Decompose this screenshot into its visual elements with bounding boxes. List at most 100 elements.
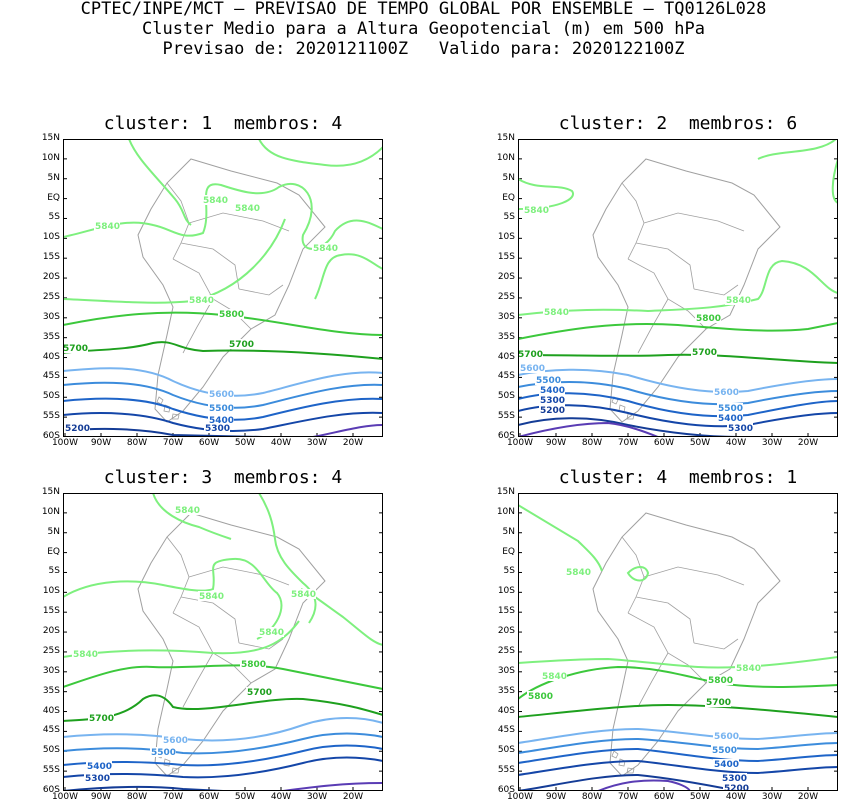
contour-label-bg	[535, 375, 561, 385]
latitude-label: 55S	[497, 411, 515, 422]
contour-label-bg	[713, 759, 739, 769]
country-border	[238, 284, 284, 296]
contour-label-bg	[86, 761, 112, 771]
contour-label-5800: 5800	[696, 314, 721, 324]
contour-label-5300: 5300	[85, 774, 110, 784]
contour-label-5700: 5700	[247, 688, 272, 698]
longitude-label: 100W	[506, 792, 534, 802]
contour-label-bg	[519, 363, 545, 373]
country-border	[643, 566, 745, 586]
contour-label-bg	[539, 395, 565, 405]
longitude-label: 20W	[342, 792, 364, 802]
contour-label-bg	[94, 221, 120, 231]
contour-5300	[63, 756, 383, 779]
latitude-label: 35S	[42, 685, 60, 696]
contour-5840	[314, 253, 383, 300]
contour-label-bg	[312, 243, 338, 253]
country-border	[172, 612, 252, 684]
header-line-3: Previsao de: 2020121100Z Valido para: 20…	[162, 39, 685, 59]
latitude-label: 60S	[42, 431, 60, 441]
contour-label-bg	[198, 591, 224, 601]
country-border	[693, 284, 739, 296]
contour-label-5500: 5500	[712, 746, 737, 756]
latitude-label: EQ	[47, 192, 60, 203]
latitude-label: 20S	[42, 626, 60, 637]
latitude-label: 45S	[497, 371, 515, 382]
contour-label-bg	[691, 347, 717, 357]
contour-label-bg	[208, 415, 234, 425]
latitude-label: 20S	[497, 272, 515, 283]
contour-label-5700: 5700	[229, 340, 254, 350]
longitude-label: 100W	[51, 792, 79, 802]
contour-label-5200: 5200	[724, 784, 749, 791]
country-border	[182, 652, 214, 708]
longitude-label: 80W	[581, 438, 603, 448]
contour-label-5400: 5400	[87, 762, 112, 772]
longitude-label: 100W	[506, 438, 534, 448]
country-border	[238, 638, 284, 650]
latitude-label: 40S	[497, 351, 515, 362]
latitude-label: 15S	[42, 606, 60, 617]
contour-5400	[518, 747, 838, 764]
latitude-label: 5S	[48, 212, 60, 223]
contour-label-bg	[705, 697, 731, 707]
contour-5840	[63, 557, 283, 640]
contour-5840	[518, 504, 603, 572]
contour-5300	[518, 404, 838, 428]
latitude-label: 10N	[496, 506, 515, 517]
latitude-label: EQ	[502, 546, 515, 557]
latitude-label: 50S	[42, 745, 60, 756]
panel-title: cluster: 3 membros: 4	[103, 467, 343, 488]
contour-5840	[258, 493, 317, 624]
contour-label-bg	[188, 295, 214, 305]
contour-label-bg	[527, 691, 553, 701]
contour-label-bg	[234, 203, 260, 213]
contour-label-5200: 5200	[65, 424, 90, 434]
latitude-label: 55S	[42, 411, 60, 422]
contour-5100	[312, 424, 383, 437]
latitude-label: 5N	[502, 172, 515, 183]
contour-label-bg	[162, 735, 188, 745]
latitude-label: 20S	[497, 626, 515, 637]
map-frame	[518, 139, 838, 437]
latitude-label: 5S	[48, 566, 60, 577]
latitude-label: 10S	[497, 232, 515, 243]
contour-label-bg	[174, 505, 200, 515]
country-border	[182, 298, 214, 354]
contour-5700	[63, 341, 383, 360]
contour-label-5840: 5840	[524, 206, 549, 216]
longitude-label: 70W	[162, 438, 184, 448]
latitude-label: 50S	[42, 391, 60, 402]
latitude-label: 30S	[42, 311, 60, 322]
latitude-label: 5S	[503, 566, 515, 577]
contour-label-5840: 5840	[542, 672, 567, 682]
contour-5600	[518, 727, 838, 744]
coastline	[137, 158, 326, 423]
latitude-label: 25S	[42, 291, 60, 302]
longitude-label: 60W	[198, 438, 220, 448]
coastline	[592, 158, 781, 423]
contour-label-5800: 5800	[528, 692, 553, 702]
latitude-label: 60S	[42, 785, 60, 795]
island	[171, 413, 180, 420]
contour-label-5700: 5700	[706, 698, 731, 708]
contour-5840	[518, 178, 575, 210]
latitude-label: 55S	[42, 765, 60, 776]
latitude-label: 5N	[502, 526, 515, 537]
map-frame	[518, 493, 838, 791]
contour-5840	[63, 620, 300, 658]
latitude-label: 45S	[497, 725, 515, 736]
contour-label-5800: 5800	[219, 310, 244, 320]
latitude-label: 5N	[47, 172, 60, 183]
contour-label-bg	[150, 747, 176, 757]
latitude-label: 45S	[42, 371, 60, 382]
contour-label-5600: 5600	[209, 390, 234, 400]
longitude-label: 80W	[126, 792, 148, 802]
contour-label-5400: 5400	[540, 386, 565, 396]
country-border	[621, 182, 645, 260]
contour-label-5840: 5840	[544, 308, 569, 318]
longitude-label: 20W	[342, 438, 364, 448]
island	[626, 767, 635, 774]
longitude-label: 30W	[761, 792, 783, 802]
panel-title: cluster: 1 membros: 4	[103, 113, 343, 134]
